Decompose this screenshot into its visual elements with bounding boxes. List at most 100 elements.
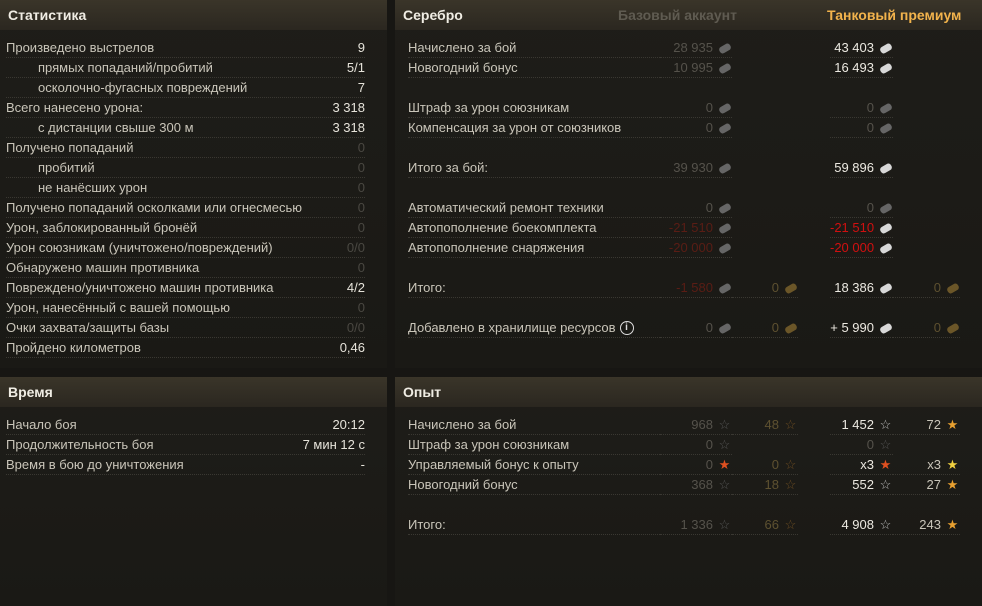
base-gold-cell — [732, 118, 798, 138]
premium-silver-cell: 16 493 — [830, 58, 893, 78]
gold-coin-icon — [783, 281, 798, 295]
stats-row-value: 5/1 — [346, 60, 365, 75]
silver-group: Итого за бой: 39 930 59 896 — [395, 158, 982, 178]
silver-coin-icon — [717, 201, 732, 215]
experience-row: Штраф за урон союзникам 0 ☆ 0 ☆ — [395, 435, 982, 455]
silver-row-label-cell: Новогодний бонус — [408, 58, 660, 78]
stats-row-value: 0 — [357, 220, 365, 235]
premium-free-xp-cell: 243 ★ — [893, 515, 960, 535]
base-silver-cell: 0 — [660, 118, 732, 138]
stats-row: Пройдено километров 0,46 — [6, 338, 365, 358]
silver-row-label-cell: Автопополнение снаряжения — [408, 238, 660, 258]
premium-gold-cell — [893, 58, 960, 78]
base-xp-value: 968 — [691, 417, 713, 432]
stats-row: Получено попаданий 0 — [6, 138, 365, 158]
column-gap — [798, 98, 830, 118]
column-gap — [798, 455, 830, 475]
stats-title: Статистика — [8, 7, 87, 23]
star-icon: ☆ — [718, 476, 731, 492]
base-gold-cell: 0 — [732, 318, 798, 338]
silver-coin-icon — [878, 321, 893, 335]
silver-row: Итого за бой: 39 930 59 896 — [395, 158, 982, 178]
premium-silver-cell: 43 403 — [830, 38, 893, 58]
silver-coin-icon — [878, 241, 893, 255]
silver-coin-icon — [878, 281, 893, 295]
time-row: Начало боя 20:12 — [6, 415, 365, 435]
silver-row-label: Итого: — [408, 280, 446, 295]
base-silver-cell: 0 — [660, 98, 732, 118]
time-row: Продолжительность боя 7 мин 12 с — [6, 435, 365, 455]
premium-gold-value: 0 — [933, 280, 941, 295]
stats-row: Повреждено/уничтожено машин противника 4/… — [6, 278, 365, 298]
base-silver-cell: 0 — [660, 318, 732, 338]
silver-coin-icon — [878, 201, 893, 215]
silver-header: Серебро Базовый аккаунт Танковый премиум — [395, 0, 982, 30]
stats-row-label: осколочно-фугасных повреждений — [38, 80, 248, 95]
free-xp-star-icon: ☆ — [784, 456, 797, 472]
time-row: Время в бою до уничтожения - — [6, 455, 365, 475]
silver-coin-icon — [878, 161, 893, 175]
premium-gold-cell — [893, 218, 960, 238]
stats-row-label: Урон, нанесённый с вашей помощью — [6, 300, 230, 315]
premium-xp-cell: 0 ☆ — [830, 435, 893, 455]
premium-gold-cell: 0 — [893, 318, 960, 338]
column-gap — [798, 435, 830, 455]
stats-row: не нанёсших урон 0 — [6, 178, 365, 198]
experience-title: Опыт — [403, 384, 442, 400]
stats-row-value: 0/0 — [346, 320, 365, 335]
premium-silver-cell: 0 — [830, 98, 893, 118]
premium-silver-cell: -21 510 — [830, 218, 893, 238]
silver-row-label-cell: Итого за бой: — [408, 158, 660, 178]
base-silver-cell: -21 510 — [660, 218, 732, 238]
experience-row-label-cell: Управляемый бонус к опыту — [408, 455, 660, 475]
silver-row: Итого: -1 580 0 18 386 0 — [395, 278, 982, 298]
base-silver-value: 0 — [705, 320, 713, 335]
premium-gold-cell: 0 — [893, 278, 960, 298]
stats-row: Всего нанесено урона: 3 318 — [6, 98, 365, 118]
stats-row-value: 0 — [357, 300, 365, 315]
premium-free-xp-cell — [893, 435, 960, 455]
base-silver-cell: -1 580 — [660, 278, 732, 298]
stats-row-value: 9 — [357, 40, 365, 55]
silver-row-label-cell: Автопополнение боекомплекта — [408, 218, 660, 238]
base-free-xp-value: 48 — [764, 417, 779, 432]
base-silver-value: -21 510 — [668, 220, 713, 235]
stats-row-label: пробитий — [38, 160, 95, 175]
premium-xp-cell: 1 452 ☆ — [830, 415, 893, 435]
premium-free-xp-cell: 27 ★ — [893, 475, 960, 495]
silver-row-label: Начислено за бой — [408, 40, 517, 55]
base-xp-cell: 0 ★ — [660, 455, 732, 475]
silver-coin-icon — [878, 121, 893, 135]
column-gap — [798, 415, 830, 435]
base-free-xp-cell — [732, 435, 798, 455]
premium-xp-value: 1 452 — [841, 417, 874, 432]
base-free-xp-value: 66 — [764, 517, 779, 532]
base-xp-value: 1 336 — [680, 517, 713, 532]
base-free-xp-cell: 0 ☆ — [732, 455, 798, 475]
base-xp-cell: 0 ☆ — [660, 435, 732, 455]
experience-row-label: Итого: — [408, 517, 446, 532]
base-gold-cell — [732, 238, 798, 258]
silver-coin-icon — [717, 161, 732, 175]
column-gap — [798, 515, 830, 535]
base-silver-value: 28 935 — [673, 40, 713, 55]
time-row-value: 20:12 — [332, 417, 365, 432]
premium-silver-cell: 18 386 — [830, 278, 893, 298]
silver-group: Штраф за урон союзникам 0 0 Компенсация за … — [395, 98, 982, 138]
stats-row-label: не нанёсших урон — [38, 180, 148, 195]
silver-row: Штраф за урон союзникам 0 0 — [395, 98, 982, 118]
premium-silver-value: 59 896 — [834, 160, 874, 175]
premium-silver-value: 43 403 — [834, 40, 874, 55]
stats-row-label: Получено попаданий осколками или огнесме… — [6, 200, 302, 215]
stats-row-value: 0,46 — [339, 340, 365, 355]
premium-silver-value: 0 — [866, 120, 874, 135]
star-icon: ☆ — [718, 516, 731, 532]
base-gold-cell — [732, 158, 798, 178]
base-xp-cell: 968 ☆ — [660, 415, 732, 435]
silver-row-label: Автопополнение боекомплекта — [408, 220, 597, 235]
premium-gold-cell — [893, 118, 960, 138]
base-silver-cell: 0 — [660, 198, 732, 218]
info-icon[interactable]: i — [619, 320, 634, 335]
silver-body: Начислено за бой 28 935 43 403 Новогодний б… — [395, 30, 982, 338]
silver-coin-icon — [878, 61, 893, 75]
